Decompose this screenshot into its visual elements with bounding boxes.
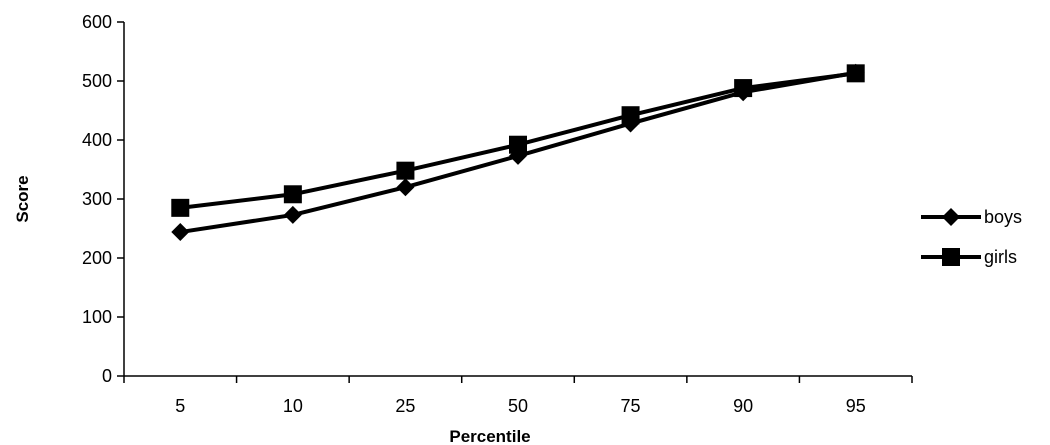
x-tick-label: 5 — [175, 396, 185, 416]
x-tick-label: 95 — [846, 396, 866, 416]
legend: boys girls — [921, 207, 1022, 267]
data-point-girls — [621, 106, 640, 125]
y-ticks: 0 100 200 300 400 500 600 — [82, 12, 124, 386]
x-tick-label: 75 — [621, 396, 641, 416]
data-point-boys — [283, 205, 302, 224]
legend-marker-boys — [942, 208, 960, 226]
legend-label-boys: boys — [984, 207, 1022, 227]
y-tick-label: 400 — [82, 130, 112, 150]
x-tick-label: 25 — [395, 396, 415, 416]
x-ticks: 5 10 25 50 75 90 95 — [123, 376, 913, 416]
data-point-girls — [171, 198, 190, 217]
y-axis-title: Score — [13, 175, 32, 222]
y-tick-label: 0 — [102, 366, 112, 386]
x-tick-label: 90 — [733, 396, 753, 416]
legend-marker-girls — [942, 248, 960, 266]
y-tick-label: 500 — [82, 71, 112, 91]
data-point-girls — [509, 135, 527, 154]
data-point-girls — [396, 161, 415, 180]
x-tick-label: 50 — [508, 396, 528, 416]
data-point-girls — [283, 185, 302, 204]
data-point-boys — [396, 178, 415, 197]
y-tick-label: 600 — [82, 12, 112, 32]
legend-label-girls: girls — [984, 247, 1017, 267]
y-tick-label: 300 — [82, 189, 112, 209]
series-layer — [171, 63, 865, 242]
data-point-girls — [734, 79, 753, 98]
x-tick-label: 10 — [283, 396, 303, 416]
x-axis-title: Percentile — [449, 427, 530, 445]
y-tick-label: 200 — [82, 248, 112, 268]
data-point-girls — [846, 64, 865, 83]
data-point-boys — [171, 223, 190, 242]
y-tick-label: 100 — [82, 307, 112, 327]
